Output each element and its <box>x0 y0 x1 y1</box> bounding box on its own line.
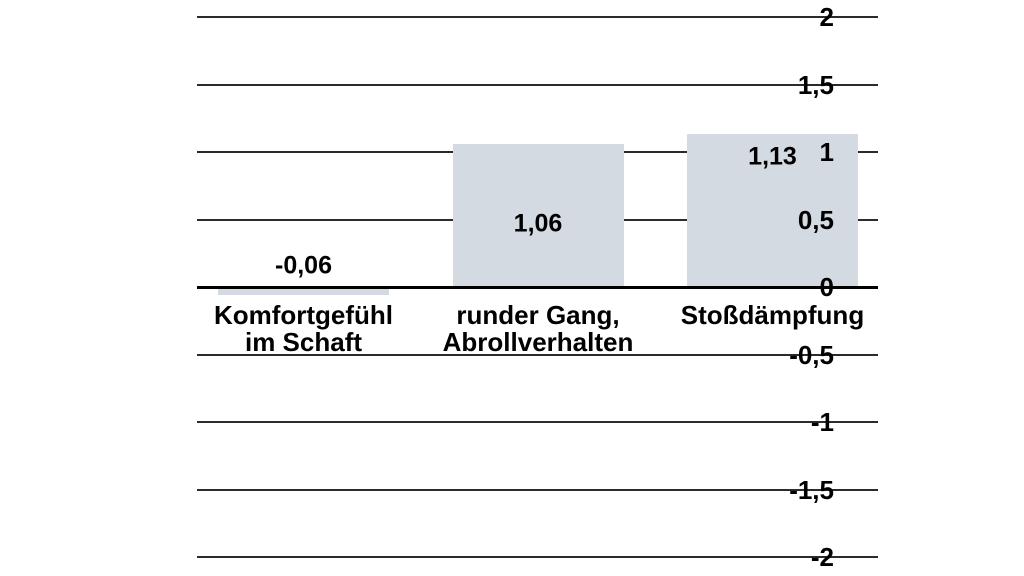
y-axis-tick-label: 0,5 <box>797 204 834 235</box>
gridline <box>197 353 878 356</box>
category-label-line: Komfortgefühl <box>213 299 394 330</box>
bar-1 <box>452 143 624 287</box>
zero-axis-line <box>197 285 878 289</box>
y-axis-tick-label: -2 <box>810 542 834 572</box>
category-label-line: runder Gang, <box>456 299 620 330</box>
category-label: runder Gang, Abrollverhalten <box>442 299 634 357</box>
bar-value-label: 1,13 <box>748 142 797 171</box>
y-axis-tick-label: 1 <box>819 137 834 167</box>
y-axis-tick-label: -1 <box>810 407 834 437</box>
gridline <box>197 83 878 86</box>
category-label: Stoßdämpfung <box>680 299 865 330</box>
gridline <box>197 421 878 423</box>
bar-value-label: -0,06 <box>275 251 332 280</box>
category-label-line: Stoßdämpfung <box>680 299 865 330</box>
y-axis-tick-label: -1,5 <box>789 474 834 505</box>
y-axis-tick-label: 2 <box>819 2 834 32</box>
y-axis-tick-label: -0,5 <box>789 339 834 370</box>
category-label: Komfortgefühl im Schaft <box>213 299 394 357</box>
bar-2 <box>687 134 858 287</box>
category-label-line: Abrollverhalten <box>442 326 634 357</box>
gridline <box>197 488 878 491</box>
gridline <box>197 556 878 558</box>
category-label-line: im Schaft <box>244 326 363 357</box>
bar-value-label: 1,06 <box>513 209 563 238</box>
y-axis-tick-label: 0 <box>819 272 834 302</box>
gridline <box>197 16 878 18</box>
y-axis-tick-label: 1,5 <box>797 69 834 100</box>
bar-0 <box>218 287 389 296</box>
